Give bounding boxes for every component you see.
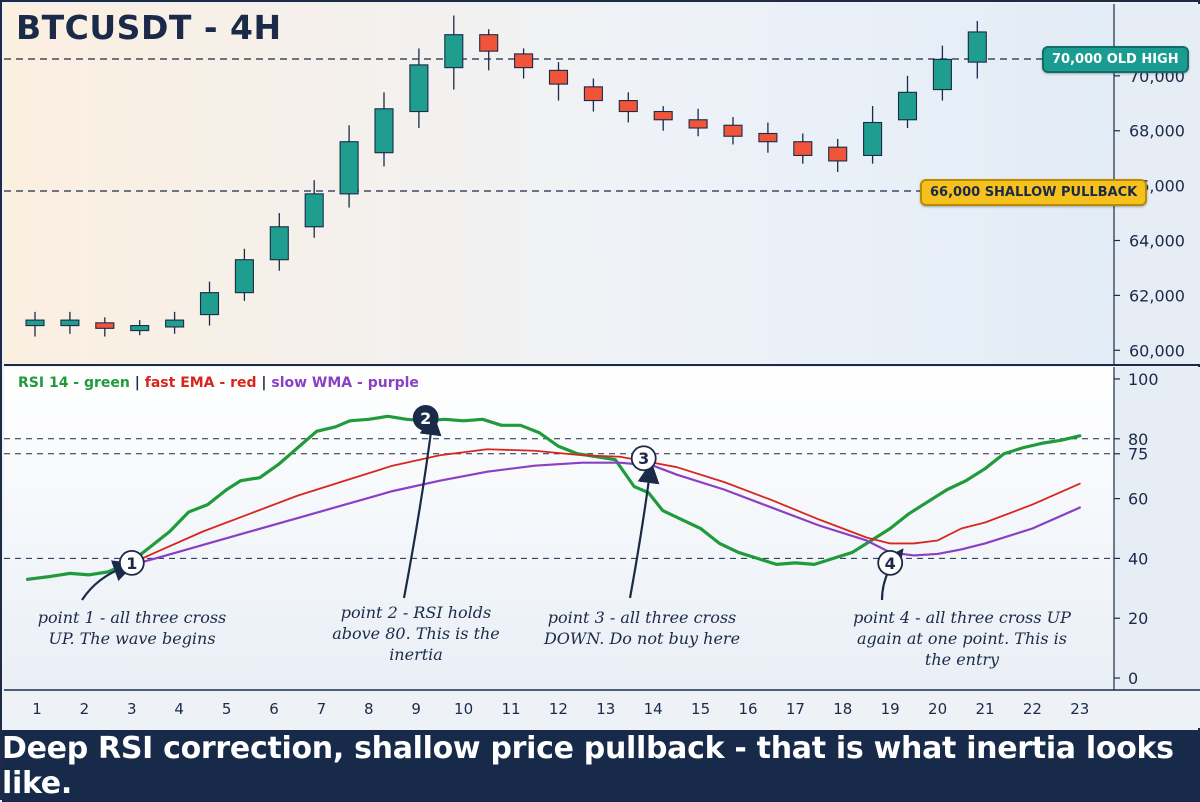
candle-body xyxy=(409,64,429,113)
rsi-plot-background xyxy=(4,367,1114,690)
x-tick-label: 12 xyxy=(549,700,568,718)
candle-body xyxy=(444,34,464,69)
candle-body xyxy=(25,319,45,327)
x-tick-label: 19 xyxy=(881,700,900,718)
price-y-tick-label: 64,000 xyxy=(1129,232,1185,251)
candle-body xyxy=(304,193,324,228)
candle-body xyxy=(374,108,394,154)
caption-banner: Deep RSI correction, shallow price pullb… xyxy=(2,730,1200,802)
legend-separator: | xyxy=(134,375,140,391)
rsi-y-tick-label: 75 xyxy=(1128,445,1148,464)
chart-title: BTCUSDT - 4H xyxy=(16,8,282,47)
old-high-badge: 70,000 OLD HIGH xyxy=(1042,46,1189,73)
x-tick-label: 6 xyxy=(269,700,279,718)
legend-rsi: RSI 14 - green xyxy=(18,375,130,391)
x-axis-background xyxy=(4,690,1200,728)
rsi-y-tick-label: 0 xyxy=(1128,669,1138,688)
x-tick-label: 9 xyxy=(411,700,421,718)
x-tick-label: 5 xyxy=(222,700,232,718)
x-tick-label: 3 xyxy=(127,700,137,718)
candle-body xyxy=(234,259,254,294)
legend-wma: slow WMA - purple xyxy=(271,375,419,391)
legend-ema: fast EMA - red xyxy=(144,375,257,391)
x-tick-label: 21 xyxy=(975,700,994,718)
x-tick-label: 20 xyxy=(928,700,947,718)
x-tick-label: 23 xyxy=(1070,700,1089,718)
candle-body xyxy=(583,86,603,102)
x-tick-label: 8 xyxy=(364,700,374,718)
candle-body xyxy=(60,319,80,327)
rsi-y-tick-label: 20 xyxy=(1128,609,1148,628)
indicator-legend: RSI 14 - green | fast EMA - red | slow W… xyxy=(18,375,419,391)
x-tick-label: 7 xyxy=(317,700,327,718)
x-tick-label: 18 xyxy=(833,700,852,718)
rsi-y-tick-label: 40 xyxy=(1128,549,1148,568)
x-tick-label: 16 xyxy=(738,700,757,718)
candle-body xyxy=(897,91,918,121)
point-marker-label: 3 xyxy=(638,449,649,468)
candle-body xyxy=(479,34,499,52)
annotation-point-2: point 2 - RSI holds above 80. This is th… xyxy=(332,603,500,664)
point-marker xyxy=(412,404,439,431)
candle-body xyxy=(618,100,638,113)
annotation-point-4: point 4 - all three cross UP again at on… xyxy=(853,608,1071,669)
candle-body xyxy=(199,292,220,316)
candle-body xyxy=(95,322,115,329)
candle-body xyxy=(130,325,150,332)
x-tick-label: 14 xyxy=(644,700,663,718)
candle-body xyxy=(863,121,883,156)
annotation-point-1: point 1 - all three cross UP. The wave b… xyxy=(37,608,227,648)
point-marker xyxy=(118,549,145,576)
candle-body xyxy=(165,319,185,328)
point-marker-label: 4 xyxy=(885,554,896,573)
candle-body xyxy=(514,53,534,69)
point-marker xyxy=(877,549,904,576)
x-tick-label: 13 xyxy=(596,700,615,718)
pullback-badge: 66,000 SHALLOW PULLBACK xyxy=(920,179,1148,206)
point-marker-label: 1 xyxy=(126,554,137,573)
x-tick-label: 17 xyxy=(786,700,805,718)
x-tick-label: 10 xyxy=(454,700,473,718)
price-y-tick-label: 62,000 xyxy=(1129,286,1185,305)
candle-body xyxy=(793,141,813,156)
candle-body xyxy=(723,124,743,137)
x-tick-label: 15 xyxy=(691,700,710,718)
rsi-line xyxy=(25,414,1082,581)
annotation-arrow xyxy=(402,413,442,599)
candle-body xyxy=(339,141,359,195)
x-tick-label: 11 xyxy=(501,700,520,718)
price-y-tick-label: 60,000 xyxy=(1129,341,1185,360)
x-tick-label: 2 xyxy=(80,700,90,718)
candle-body xyxy=(758,132,778,143)
candle-body xyxy=(548,69,569,85)
rsi-y-tick-label: 100 xyxy=(1128,370,1159,389)
x-tick-label: 4 xyxy=(174,700,184,718)
legend-separator: | xyxy=(261,375,267,391)
rsi-y-tick-label: 60 xyxy=(1128,490,1148,509)
price-y-tick-label: 68,000 xyxy=(1129,122,1185,141)
candle-body xyxy=(688,119,708,129)
point-marker-label: 2 xyxy=(420,409,431,428)
point-marker xyxy=(630,445,657,472)
candle-body xyxy=(932,58,952,91)
rsi-y-tick-label: 80 xyxy=(1128,430,1148,449)
candle-body xyxy=(828,146,848,162)
x-tick-label: 1 xyxy=(32,700,42,718)
annotation-point-3: point 3 - all three cross DOWN. Do not b… xyxy=(543,608,741,648)
candle-body xyxy=(967,31,987,63)
candle-body xyxy=(653,110,673,121)
x-tick-label: 22 xyxy=(1023,700,1042,718)
candle-body xyxy=(269,226,289,261)
annotation-arrow xyxy=(628,461,660,599)
rsi-axis-background xyxy=(1114,367,1200,690)
